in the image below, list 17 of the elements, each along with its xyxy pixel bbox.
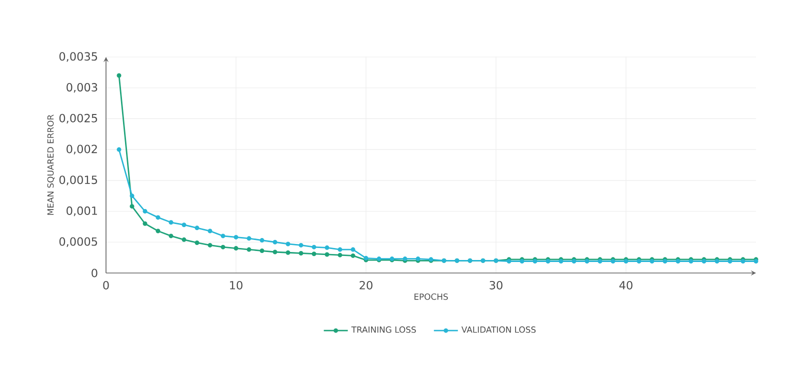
y-tick-label: 0,001 [66,206,97,216]
x-axis-title: EPOCHS [414,293,448,300]
x-tick-label: 10 [230,280,242,290]
x-tick-label: 40 [619,280,632,290]
legend-label: TRAINING LOSS [351,326,416,333]
y-tick-label: 0 [92,268,98,278]
y-tick-label: 0,0015 [59,176,98,186]
y-tick-label: 0,0005 [59,237,98,247]
y-axis-title: MEAN SQUARED ERROR [47,114,55,215]
y-tick-label: 0,0025 [59,114,98,124]
legend-label: VALIDATION LOSS [461,326,536,333]
y-tick-label: 0,002 [66,144,97,154]
x-tick-label: 0 [103,280,109,290]
x-tick-label: 20 [360,280,372,290]
y-tick-label: 0,0035 [59,52,98,62]
x-tick-label: 30 [490,280,502,290]
y-tick-label: 0,003 [66,83,98,93]
